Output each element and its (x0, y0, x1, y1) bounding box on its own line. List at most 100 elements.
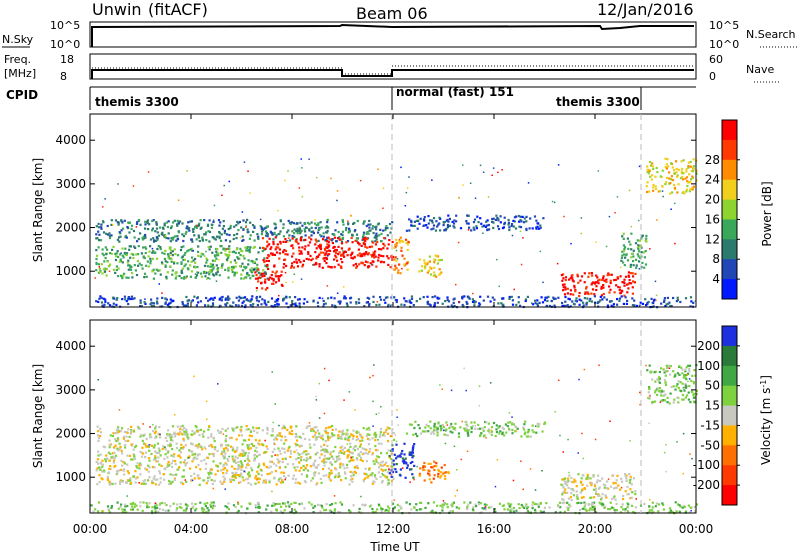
data-cell (228, 248, 231, 251)
data-cell (281, 457, 284, 461)
data-cell (365, 232, 368, 235)
data-cell (170, 237, 173, 240)
data-cell (600, 287, 603, 290)
data-cell (361, 236, 365, 239)
data-cell (206, 479, 210, 482)
data-cell (240, 277, 243, 280)
data-cell (274, 272, 277, 275)
data-cell (462, 184, 464, 186)
data-cell (408, 229, 411, 232)
data-cell (694, 396, 697, 399)
data-cell (342, 452, 346, 455)
data-cell (255, 506, 257, 509)
data-cell (135, 444, 138, 447)
data-cell (390, 304, 393, 307)
data-cell (436, 301, 439, 304)
data-cell (335, 468, 338, 471)
data-cell (99, 427, 102, 430)
data-cell (500, 302, 503, 305)
data-cell (392, 476, 395, 479)
data-cell (119, 482, 122, 485)
data-cell (130, 224, 134, 227)
data-cell (273, 222, 276, 225)
data-cell (234, 476, 237, 479)
data-cell (147, 255, 150, 258)
data-cell (186, 225, 189, 228)
data-cell (263, 280, 266, 283)
data-cell (204, 467, 207, 470)
data-cell (196, 454, 199, 457)
data-cell (494, 435, 497, 438)
data-cell (656, 219, 658, 221)
data-cell (169, 249, 173, 252)
data-cell (629, 488, 632, 491)
data-cell (395, 457, 398, 460)
data-cell (622, 253, 625, 256)
data-cell (640, 251, 643, 254)
data-cell (534, 299, 537, 302)
data-cell (538, 301, 541, 304)
data-cell (241, 476, 244, 479)
data-cell (342, 253, 345, 256)
data-cell (310, 479, 313, 482)
data-cell (674, 501, 677, 504)
data-cell (654, 187, 658, 191)
data-cell (255, 290, 258, 292)
data-cell (215, 464, 218, 467)
data-cell (103, 270, 106, 273)
data-cell (244, 439, 247, 442)
freq-tick-top: 18 (60, 53, 74, 66)
data-cell (206, 265, 209, 268)
data-cell (395, 259, 398, 262)
data-cell (224, 444, 228, 447)
data-cell (213, 237, 216, 240)
data-cell (377, 248, 381, 251)
data-cell (344, 477, 347, 480)
data-cell (665, 364, 668, 367)
data-cell (203, 502, 206, 505)
data-cell (626, 510, 630, 513)
data-cell (218, 259, 220, 261)
data-cell (178, 466, 181, 469)
data-cell (158, 436, 162, 439)
data-cell (278, 257, 281, 260)
data-cell (590, 503, 593, 507)
data-cell (545, 304, 549, 307)
data-cell (172, 502, 175, 505)
data-cell (252, 426, 255, 429)
data-cell (285, 264, 288, 267)
data-cell (678, 504, 681, 507)
data-cell (286, 428, 289, 432)
data-cell (594, 487, 598, 490)
data-cell (261, 429, 264, 432)
data-cell (339, 463, 342, 466)
data-cell (632, 477, 636, 480)
data-cell (351, 471, 354, 474)
data-cell (210, 270, 213, 273)
data-cell (315, 451, 319, 455)
data-cell (301, 265, 304, 268)
data-cell (266, 447, 269, 450)
data-cell (380, 254, 383, 257)
data-cell (616, 298, 619, 301)
data-cell (169, 226, 173, 230)
data-cell (304, 222, 307, 225)
data-cell (118, 409, 121, 411)
data-cell (273, 442, 276, 445)
data-cell (138, 464, 141, 467)
data-cell (226, 254, 229, 257)
data-cell (246, 455, 250, 458)
data-cell (662, 368, 665, 371)
data-cell (389, 435, 392, 437)
data-cell (249, 234, 252, 237)
data-cell (129, 502, 132, 505)
data-cell (327, 467, 330, 470)
data-cell (525, 220, 528, 223)
data-cell (285, 296, 288, 299)
data-cell (275, 483, 278, 486)
data-cell (670, 385, 673, 389)
data-cell (498, 425, 501, 428)
data-cell (564, 295, 567, 299)
data-cell (559, 511, 562, 514)
data-cell (657, 503, 661, 506)
